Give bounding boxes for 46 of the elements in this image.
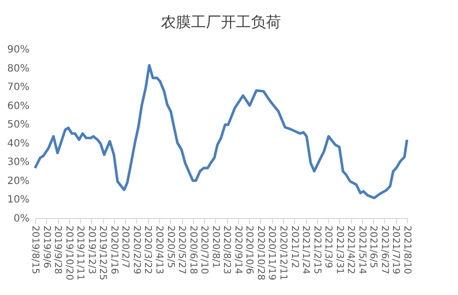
y-tick-label: 70% [7,82,30,94]
x-tick-label: 2020/6/18 [187,226,198,274]
y-tick-label: 40% [7,138,30,150]
x-tick-label: 2019/12/25 [97,226,108,280]
x-tick-label: 2020/7/10 [198,226,210,274]
x-tick-label: 2019/12/3 [86,226,97,274]
x-tick-label: 2020/9/14 [232,226,244,274]
x-tick-label: 2019/11/11 [74,226,86,280]
x-tick-label: 2021/3/31 [334,226,345,274]
y-tick-label: 60% [7,100,30,112]
x-tick-label: 2019/10/20 [63,226,74,280]
line-series [34,64,408,200]
x-tick-label: 2020/5/27 [176,226,188,274]
x-tick-label: 2020/11/19 [266,226,278,280]
x-tick-label: 2020/10/28 [254,226,266,280]
x-tick-label: 2020/1/16 [108,226,120,274]
x-tick-label: 2020/8/1 [210,226,221,268]
x-tick-label: 2019/8/15 [30,226,40,274]
y-tick-label: 50% [7,120,30,131]
x-tick-label: 2020/2/29 [130,226,142,274]
x-tick-label: 2021/7/19 [390,226,402,274]
x-tick-label: 2020/3/22 [142,226,154,274]
x-tick-label: 2019/9/28 [52,226,64,274]
y-tick-label: 80% [7,63,30,74]
y-tick-label: 90% [7,44,30,56]
x-tick-label: 2021/3/9 [322,226,334,268]
x-tick-label: 2021/8/10 [402,226,412,274]
x-tick-label: 2020/12/11 [278,226,288,280]
x-tick-label: 2021/6/27 [378,226,390,274]
chart-title: 农膜工厂开工负荷 [161,13,281,31]
x-tick-label: 2020/4/13 [154,226,164,274]
x-tick-label: 2021/1/2 [288,226,300,268]
x-tick-label: 2019/9/6 [40,226,52,268]
y-tick-label: 0% [14,214,30,224]
y-tick-label: 20% [7,176,30,187]
x-tick-label: 2020/5/5 [164,226,176,268]
x-tick-label: 2021/6/5 [368,226,379,268]
x-tick-label: 2021/2/15 [311,226,322,274]
y-tick-label: 10% [7,194,30,206]
x-tick-label: 2021/1/24 [300,226,312,274]
x-tick-label: 2020/10/6 [244,226,255,274]
x-tick-label: 2021/5/14 [356,226,368,274]
x-tick-label: 2020/8/23 [221,226,232,274]
y-tick-label: 30% [7,157,30,168]
x-tick-label: 2020/2/7 [120,226,131,268]
x-tick-label: 2021/4/22 [345,226,356,274]
